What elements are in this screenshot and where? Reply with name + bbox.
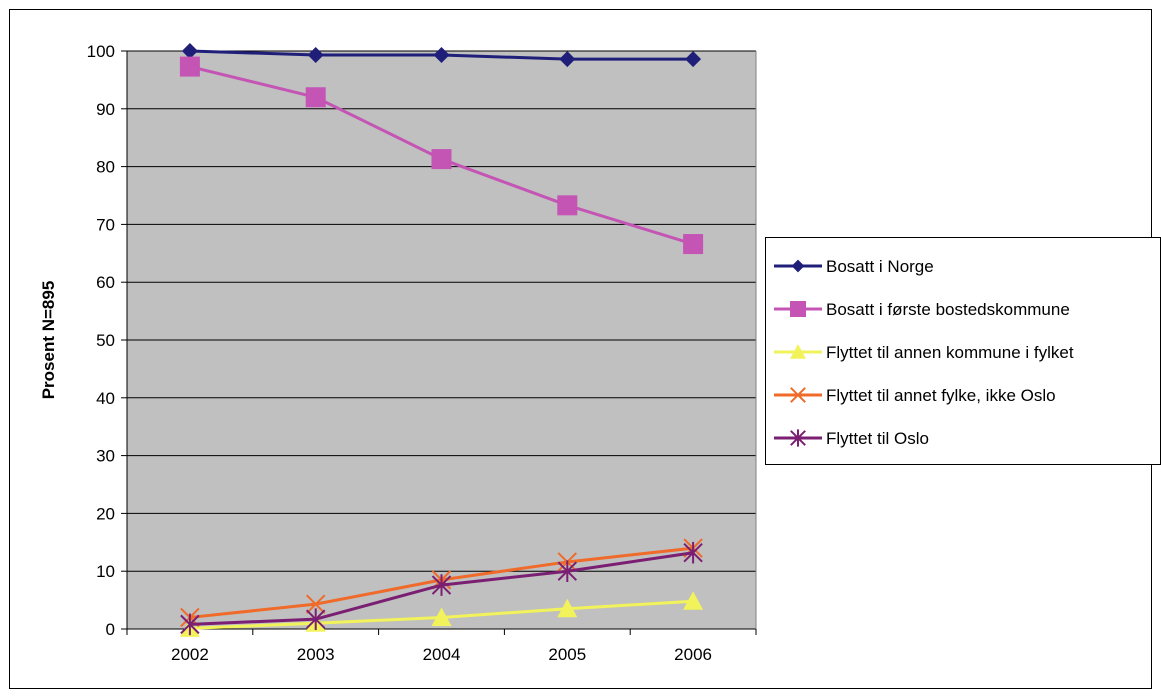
y-tick-label-20: 20: [96, 504, 115, 523]
data-point-5-2003: [305, 608, 326, 630]
series-1: [181, 43, 702, 68]
legend-item-4: Flyttet til annet fylke, ikke Oslo: [774, 386, 1056, 405]
data-point-1-2003: [307, 47, 324, 64]
data-point-2-2005: [557, 195, 578, 216]
data-point-1-2004: [433, 47, 450, 64]
data-point-1-2002: [181, 43, 198, 59]
y-axis-ticks: 0 10 20 30 40 50 60 70 80 90 100: [87, 42, 127, 639]
data-point-3-2004: [431, 607, 452, 626]
data-point-3-2005: [557, 598, 578, 618]
y-tick-label-100: 100: [87, 42, 115, 61]
y-tick-label-60: 60: [96, 273, 115, 292]
data-point-5-2004: [431, 574, 452, 596]
legend-entries: Bosatt i Norge Bosatt i første bostedskom…: [774, 257, 1074, 448]
legend-label: Bosatt i Norge: [826, 257, 934, 276]
x-tick-label-2006: 2006: [674, 645, 712, 664]
series-layer: [179, 43, 704, 637]
legend-marker-3: [790, 344, 806, 359]
y-tick-label-30: 30: [96, 447, 115, 466]
data-point-2-2003: [305, 87, 326, 108]
legend-marker-2: [790, 301, 806, 317]
data-point-2-2002: [179, 56, 200, 77]
legend-label: Flyttet til Oslo: [826, 429, 929, 448]
legend-item-2: Bosatt i første bostedskommune: [774, 300, 1070, 319]
y-tick-label-70: 70: [96, 215, 115, 234]
data-point-1-2005: [559, 51, 576, 68]
legend-marker-5: [790, 429, 806, 447]
y-tick-label-80: 80: [96, 158, 115, 177]
data-point-1-2006: [685, 51, 702, 68]
data-point-5-2005: [557, 560, 578, 582]
legend-item-3: Flyttet til annen kommune i fylket: [774, 343, 1074, 362]
legend-label: Flyttet til annen kommune i fylket: [826, 343, 1074, 362]
y-tick-label-90: 90: [96, 100, 115, 119]
legend: Bosatt i Norge Bosatt i første bostedskom…: [765, 237, 1161, 465]
legend-item-1: Bosatt i Norge: [774, 257, 934, 276]
legend-marker-1: [791, 259, 805, 273]
y-tick-label-10: 10: [96, 562, 115, 581]
x-axis-ticks: 2002 2003 2004 2005 2006: [126, 629, 757, 664]
y-tick-label-40: 40: [96, 389, 115, 408]
data-point-3-2006: [683, 591, 704, 610]
series-2: [179, 56, 704, 255]
data-point-5-2006: [683, 541, 703, 564]
legend-marker-4: [790, 387, 806, 403]
y-tick-label-0: 0: [106, 620, 115, 639]
y-tick-label-50: 50: [96, 331, 115, 350]
series-5: [180, 541, 703, 636]
data-point-2-2004: [431, 149, 452, 170]
legend-label: Flyttet til annet fylke, ikke Oslo: [826, 386, 1056, 405]
x-tick-label-2004: 2004: [423, 645, 461, 664]
x-tick-label-2003: 2003: [297, 645, 335, 664]
legend-label: Bosatt i første bostedskommune: [826, 300, 1070, 319]
data-point-2-2006: [683, 234, 704, 255]
legend-item-5: Flyttet til Oslo: [774, 429, 929, 448]
x-tick-label-2005: 2005: [548, 645, 586, 664]
x-tick-label-2002: 2002: [171, 645, 209, 664]
y-axis-title: Prosent N=895: [39, 281, 58, 400]
data-point-5-2002: [180, 613, 200, 636]
data-point-4-2003: [305, 594, 326, 614]
